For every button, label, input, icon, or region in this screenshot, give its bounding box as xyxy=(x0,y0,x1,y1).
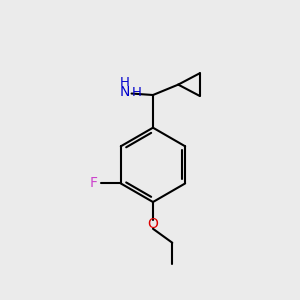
Text: O: O xyxy=(148,217,158,231)
Text: H: H xyxy=(132,85,142,98)
Text: N: N xyxy=(119,85,130,99)
Text: H: H xyxy=(120,76,130,89)
Text: F: F xyxy=(89,176,98,190)
